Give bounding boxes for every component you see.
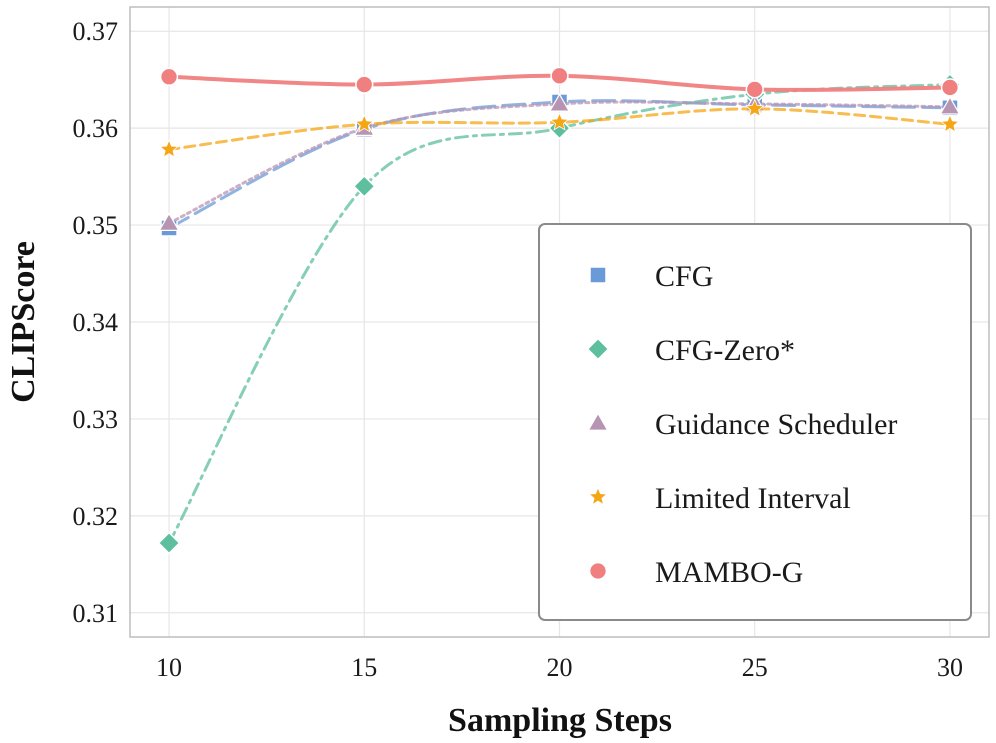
legend-item-cfg-zero: CFG-Zero* <box>586 334 795 367</box>
data-point-limited-interval <box>744 98 765 118</box>
legend-label-cfg: CFG <box>655 260 713 293</box>
plot-series <box>157 66 962 555</box>
data-point-mambo-g <box>745 80 764 99</box>
x-tick-label: 15 <box>351 653 377 682</box>
data-point-limited-interval <box>940 114 960 133</box>
axis-ticks: 10 15 20 25 30 0.31 0.32 0.33 0.34 0.35 0.36 0.37 <box>73 17 963 682</box>
legend-box <box>538 223 972 621</box>
data-point-guidance-scheduler <box>939 96 961 115</box>
data-point-limited-interval <box>354 114 375 133</box>
y-tick-label: 0.36 <box>73 114 119 143</box>
data-point-cfg-zero <box>352 174 376 198</box>
y-tick-label: 0.32 <box>73 502 119 531</box>
legend-label-cfg-zero: CFG-Zero* <box>655 334 795 367</box>
series-limited-interval <box>159 98 960 158</box>
data-point-mambo-g <box>940 78 960 97</box>
data-point-cfg-zero <box>157 531 181 555</box>
data-point-guidance-scheduler <box>158 212 180 231</box>
legend-marker-mambo-g <box>588 561 608 581</box>
legend-marker-cfg-zero <box>586 337 610 361</box>
data-point-limited-interval <box>159 139 179 158</box>
y-axis-title: CLIPScore <box>5 241 42 403</box>
legend-item-limited-interval: Limited Interval <box>588 482 851 515</box>
legend-marker-guidance-scheduler <box>587 412 609 431</box>
y-tick-label: 0.34 <box>73 308 119 337</box>
legend-label-guidance-scheduler: Guidance Scheduler <box>655 408 897 441</box>
y-tick-label: 0.35 <box>73 211 119 240</box>
legend-label-mambo-g: MAMBO-G <box>655 556 803 589</box>
series-mambo-g <box>159 66 960 99</box>
legend-item-mambo-g: MAMBO-G <box>588 556 803 589</box>
data-point-guidance-scheduler <box>548 93 571 112</box>
legend-item-cfg: CFG <box>589 260 713 293</box>
y-tick-label: 0.33 <box>73 405 119 434</box>
x-tick-label: 20 <box>547 653 573 682</box>
legend: CFG CFG-Zero* Guidance Scheduler Limited In… <box>538 223 972 621</box>
legend-marker-limited-interval <box>588 486 608 506</box>
x-tick-label: 10 <box>156 653 182 682</box>
legend-marker-cfg <box>589 266 607 284</box>
x-tick-label: 30 <box>937 653 963 682</box>
data-point-mambo-g <box>159 67 179 86</box>
data-point-mambo-g <box>355 75 374 94</box>
plot-frame <box>129 6 990 638</box>
legend-item-guidance-scheduler: Guidance Scheduler <box>587 408 897 441</box>
legend-label-limited-interval: Limited Interval <box>655 482 851 515</box>
y-tick-label: 0.31 <box>73 599 119 628</box>
data-point-mambo-g <box>550 66 569 85</box>
data-point-limited-interval <box>549 112 570 131</box>
x-tick-label: 25 <box>742 653 768 682</box>
y-tick-label: 0.37 <box>73 17 119 46</box>
x-axis-title: Sampling Steps <box>448 702 672 739</box>
